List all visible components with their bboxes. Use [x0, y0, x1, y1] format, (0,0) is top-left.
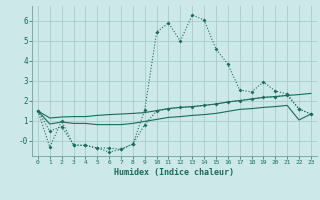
X-axis label: Humidex (Indice chaleur): Humidex (Indice chaleur) [115, 168, 234, 177]
